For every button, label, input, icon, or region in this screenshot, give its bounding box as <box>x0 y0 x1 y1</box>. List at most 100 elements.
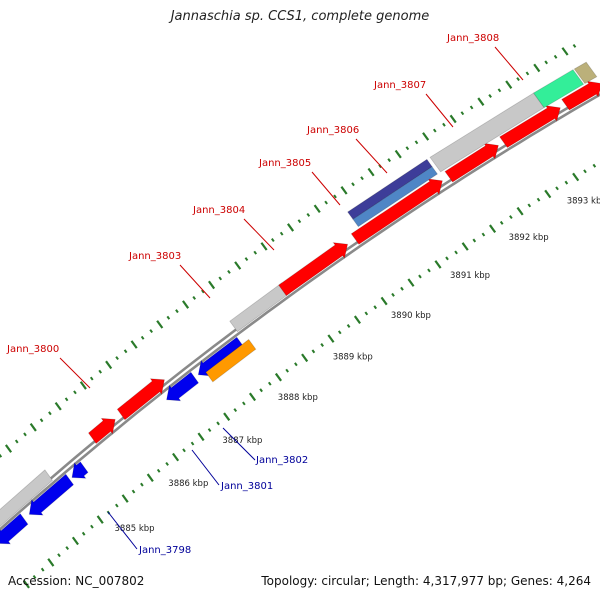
inner-tick <box>40 567 45 572</box>
inner-tick <box>216 421 220 426</box>
gene-label-7: Jann_3802 <box>255 455 308 466</box>
inner-tick <box>22 579 30 589</box>
gene-feature-1 <box>0 513 29 545</box>
outer-tick <box>253 250 258 255</box>
kbp-scale: 3885 kbp 3886 kbp 3887 kbp 3888 kbp 3889 kbp… <box>115 196 600 534</box>
gene-feature-9 <box>229 282 290 333</box>
inner-tick <box>337 330 342 335</box>
inner-tick <box>223 412 231 421</box>
outer-tick <box>244 257 249 262</box>
inner-tick <box>516 206 524 216</box>
inner-tick <box>32 574 37 579</box>
inner-tick <box>380 296 388 306</box>
inner-tick <box>509 215 513 219</box>
inner-tick <box>131 489 136 494</box>
gene-label-2: Jann_3804 <box>192 205 245 216</box>
outer-tick <box>572 43 577 48</box>
outer-tick <box>442 122 446 127</box>
inner-tick <box>481 232 486 237</box>
outer-tick <box>525 71 530 76</box>
inner-tick <box>81 531 86 536</box>
gene-feature-19 <box>573 61 598 85</box>
gene-label-leader-5 <box>425 93 454 128</box>
outer-tick <box>405 146 410 151</box>
gene-feature-3 <box>71 461 89 479</box>
inner-tick <box>65 546 70 551</box>
outer-tick <box>64 397 69 402</box>
inner-tick <box>182 448 186 453</box>
outer-tick-ring <box>0 43 577 458</box>
inner-tick <box>267 381 272 386</box>
inner-tick <box>364 311 369 316</box>
kbp-label-2: 3887 kbp <box>222 436 262 446</box>
inner-tick <box>418 274 422 279</box>
outer-tick <box>54 401 62 411</box>
gene-label-leader-1 <box>179 264 211 299</box>
gene-feature-8 <box>205 338 257 383</box>
outer-tick <box>394 149 402 159</box>
inner-tick <box>391 292 395 297</box>
inner-tick <box>146 473 154 483</box>
inner-tick <box>172 452 180 462</box>
outer-tick <box>533 63 541 73</box>
outer-tick <box>140 335 145 340</box>
inner-tick <box>121 494 129 503</box>
outer-tick <box>0 453 3 458</box>
outer-tick <box>260 242 268 251</box>
gene-feature-16 <box>352 166 438 228</box>
inner-tick <box>445 256 449 261</box>
outer-tick <box>166 315 171 320</box>
inner-tick <box>301 353 309 363</box>
outer-tick <box>98 369 103 374</box>
outer-tick <box>340 186 348 195</box>
outer-tick <box>306 212 311 217</box>
outer-tick <box>297 219 302 224</box>
outer-tick <box>422 132 430 141</box>
outer-tick <box>182 300 190 309</box>
gene-feature-11 <box>350 178 443 245</box>
inner-tick <box>555 186 559 191</box>
outer-tick <box>477 97 485 106</box>
inner-tick <box>242 401 246 406</box>
outer-tick <box>516 77 520 82</box>
gene-label-3: Jann_3805 <box>258 158 311 169</box>
gene-label-leader-9 <box>107 511 138 550</box>
inner-tick <box>373 305 378 310</box>
inner-tick <box>564 180 569 185</box>
kbp-label-1: 3886 kbp <box>168 479 208 489</box>
inner-tick <box>47 558 55 567</box>
outer-tick <box>208 280 216 290</box>
inner-tick <box>156 468 161 473</box>
gene-label-9: Jann_3798 <box>138 545 191 556</box>
gene-feature-18 <box>533 69 585 109</box>
outer-tick <box>432 128 437 133</box>
backbone-line-lower <box>0 93 600 532</box>
inner-tick <box>346 324 351 328</box>
outer-tick <box>115 356 119 361</box>
outer-tick <box>48 411 52 416</box>
gene-feature-12 <box>444 142 499 183</box>
outer-tick <box>544 60 548 65</box>
gene-label-6: Jann_3808 <box>446 33 499 44</box>
inner-tick <box>536 197 541 202</box>
outer-tick <box>505 80 513 89</box>
outer-tick <box>39 418 44 423</box>
outer-tick <box>553 54 558 59</box>
outer-tick <box>313 204 321 214</box>
outer-tick <box>201 289 205 294</box>
gene-label-leader-8 <box>191 449 220 486</box>
outer-tick <box>449 114 457 124</box>
outer-tick <box>324 200 328 205</box>
gene-feature-10 <box>278 242 349 297</box>
gene-label-leader-0 <box>59 357 91 389</box>
gene-label-5: Jann_3807 <box>373 80 426 91</box>
outer-tick <box>351 182 355 187</box>
gene-feature-5 <box>116 378 165 421</box>
outer-tick <box>105 360 113 370</box>
inner-tick <box>90 524 94 529</box>
inner-tick <box>527 203 532 208</box>
gene-label-leader-6 <box>494 46 524 81</box>
inner-tick <box>544 189 552 199</box>
outer-tick <box>234 261 242 270</box>
